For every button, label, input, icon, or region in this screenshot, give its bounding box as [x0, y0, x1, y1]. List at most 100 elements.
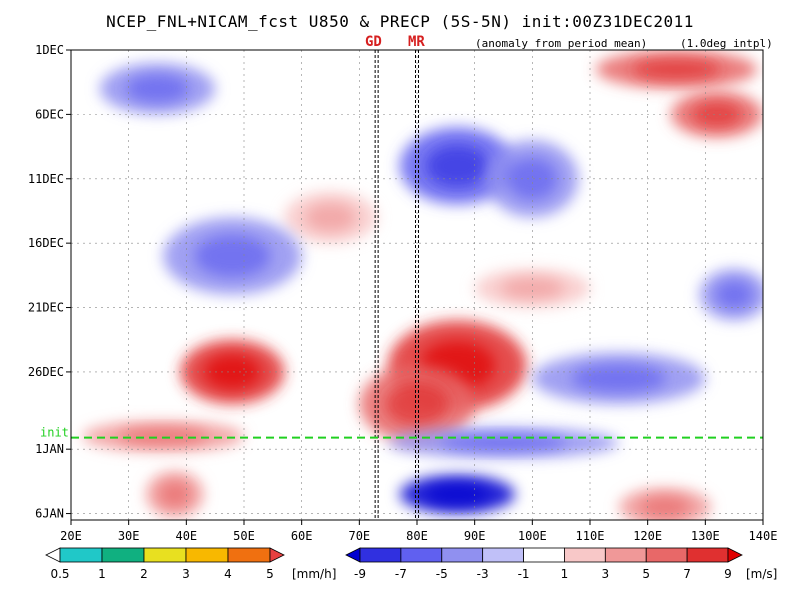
- u850-tick--3: -3: [477, 567, 489, 581]
- x-tick-label-90E: 90E: [464, 529, 486, 543]
- precp-colorbar-segment-5: [227, 547, 271, 563]
- marker-label-gd: GD: [365, 34, 382, 50]
- x-tick-label-100E: 100E: [518, 529, 547, 543]
- u850-anomaly-field: [82, 50, 763, 520]
- anomaly-feature-6: [145, 471, 204, 518]
- marker-label-mr: MR: [408, 34, 425, 50]
- u850-tick-3: 3: [602, 567, 610, 581]
- u850-colorbar-segment-6: [564, 547, 606, 563]
- precp-colorbar-segment-3: [143, 547, 187, 563]
- u850-colorbar-segment-5: [523, 547, 565, 563]
- precp-colorbar-segment-1: [59, 547, 103, 563]
- precp-colorbar-segment-2: [101, 547, 145, 563]
- precp-colorbar-segment-4: [185, 547, 229, 563]
- y-tick-label-21DEC: 21DEC: [28, 301, 64, 315]
- anomaly-feature-16: [486, 140, 579, 218]
- precipitation-colorbar: 0.5 1 2 3 4 5 [mm/h]: [45, 547, 336, 581]
- precp-colorbar-high: [269, 547, 285, 563]
- u850-tick--9: -9: [354, 567, 366, 581]
- x-tick-label-140E: 140E: [749, 529, 778, 543]
- anomaly-feature-8: [284, 191, 377, 244]
- anomaly-feature-0: [180, 339, 285, 405]
- anomaly-feature-5: [618, 487, 712, 520]
- anomaly-core-13: [125, 74, 190, 103]
- y-tick-label-1DEC: 1DEC: [35, 43, 64, 57]
- x-tick-label-50E: 50E: [233, 529, 255, 543]
- marker-mr: [415, 50, 419, 520]
- anomaly-core-9: [500, 277, 565, 299]
- chart-subtitle-anomaly: (anomaly from period mean): [475, 37, 648, 50]
- init-line-group: init: [40, 426, 763, 440]
- u850-colorbar-segment-9: [686, 547, 729, 563]
- anomaly-core-10: [425, 483, 490, 505]
- y-tick-label-26DEC: 26DEC: [28, 365, 64, 379]
- u850-tick--1: -1: [518, 567, 530, 581]
- anomaly-feature-17: [388, 427, 619, 459]
- x-tick-label-70E: 70E: [348, 529, 370, 543]
- anomaly-feature-12: [163, 217, 302, 295]
- y-tick-label-16DEC: 16DEC: [28, 236, 64, 250]
- anomaly-feature-15: [699, 268, 763, 321]
- u850-tick--7: -7: [395, 567, 407, 581]
- precp-tick-5: 5: [266, 567, 274, 581]
- precp-tick-3: 3: [182, 567, 190, 581]
- x-tick-label-40E: 40E: [175, 529, 197, 543]
- anomaly-core-8: [305, 203, 356, 232]
- y-tick-label-6JAN: 6JAN: [35, 507, 64, 521]
- precp-tick-4: 4: [224, 567, 232, 581]
- u850-tick-1: 1: [561, 567, 569, 581]
- anomaly-feature-13: [99, 62, 216, 115]
- anomaly-feature-7: [82, 420, 245, 452]
- anomaly-core-15: [715, 280, 754, 309]
- chart-title: NCEP_FNL+NICAM_fcst U850 & PRECP (5S-5N)…: [106, 12, 694, 31]
- anomaly-core-3: [632, 58, 721, 80]
- precp-colorbar-low: [45, 547, 61, 563]
- u850-colorbar-low: [345, 547, 361, 563]
- u850-colorbar-segment-7: [604, 547, 647, 563]
- anomaly-feature-4: [670, 91, 763, 138]
- y-axis: 1DEC 6DEC 11DEC 16DEC 21DEC 26DEC 1JAN 6JAN: [28, 43, 71, 521]
- x-tick-label-80E: 80E: [406, 529, 428, 543]
- anomaly-feature-3: [595, 50, 758, 89]
- anomaly-feature-10: [399, 474, 516, 514]
- u850-colorbar: -9 -7 -5 -3 -1 1 3 5 7 9 [m/s]: [345, 547, 777, 581]
- anomaly-core-16: [506, 157, 558, 201]
- anomaly-core-4: [691, 101, 743, 128]
- u850-tick-9: 9: [724, 567, 732, 581]
- anomaly-core-6: [158, 481, 191, 507]
- x-axis: 20E 30E 40E 50E 60E 70E 80E 90E 100E 110E 120E 130E…: [60, 520, 777, 543]
- x-tick-label-20E: 20E: [60, 529, 82, 543]
- u850-unit: [m/s]: [746, 567, 777, 581]
- u850-colorbar-segment-2: [400, 547, 443, 563]
- grid-lines: [71, 50, 763, 520]
- u850-colorbar-high: [727, 547, 743, 563]
- x-tick-label-120E: 120E: [633, 529, 662, 543]
- u850-tick--5: -5: [436, 567, 448, 581]
- u850-tick-5: 5: [642, 567, 650, 581]
- u850-colorbar-segment-3: [441, 547, 484, 563]
- precp-tick-2: 2: [140, 567, 148, 581]
- precp-tick-1: 1: [98, 567, 106, 581]
- region-markers: [374, 50, 419, 520]
- anomaly-core-5: [639, 496, 691, 518]
- anomaly-feature-9: [474, 268, 590, 308]
- anomaly-feature-11: [399, 127, 516, 205]
- x-tick-label-60E: 60E: [291, 529, 313, 543]
- chart-subtitle-interpolation: (1.0deg intpl): [680, 37, 773, 50]
- anomaly-core-11: [425, 144, 490, 188]
- x-tick-label-130E: 130E: [691, 529, 720, 543]
- u850-tick-7: 7: [683, 567, 691, 581]
- plot-area: init: [40, 49, 764, 521]
- y-tick-label-6DEC: 6DEC: [35, 107, 64, 121]
- anomaly-core-17: [440, 434, 567, 452]
- anomaly-core-12: [194, 234, 271, 278]
- init-label: init: [40, 426, 69, 440]
- precp-unit: [mm/h]: [292, 567, 336, 581]
- y-tick-label-11DEC: 11DEC: [28, 172, 64, 186]
- x-tick-label-110E: 110E: [576, 529, 605, 543]
- y-tick-label-1JAN: 1JAN: [35, 442, 64, 456]
- u850-colorbar-segment-8: [645, 547, 688, 563]
- x-tick-label-30E: 30E: [118, 529, 140, 543]
- anomaly-core-14: [571, 364, 667, 393]
